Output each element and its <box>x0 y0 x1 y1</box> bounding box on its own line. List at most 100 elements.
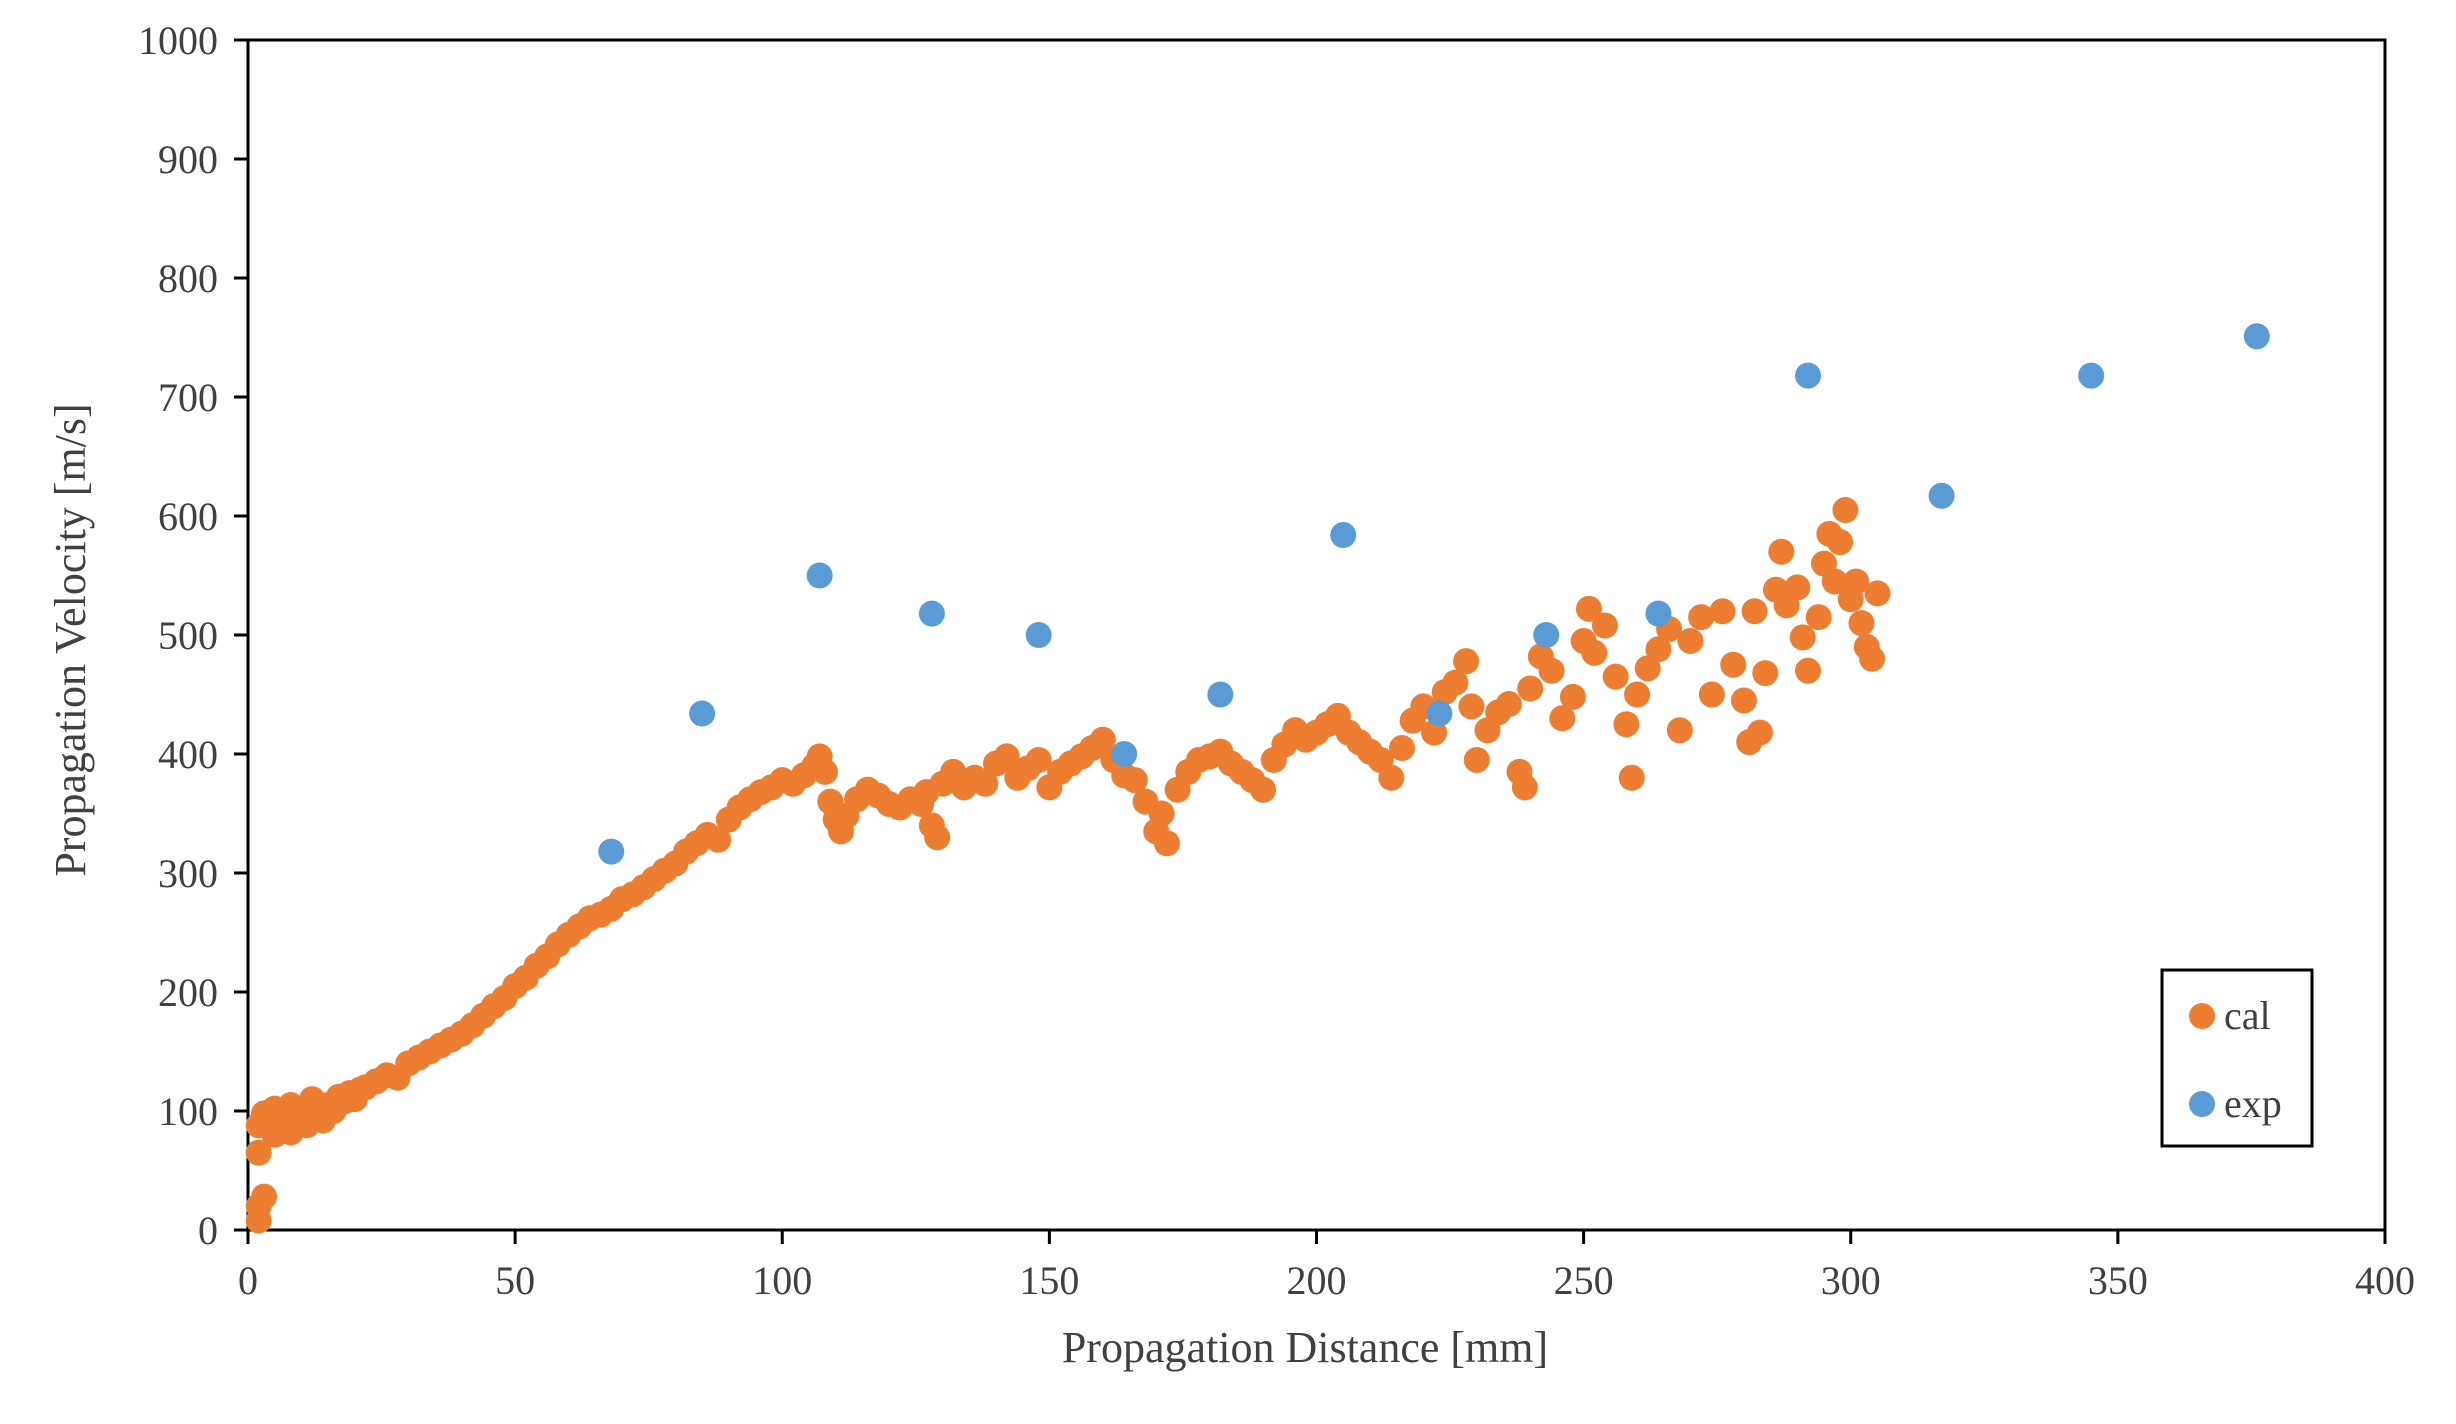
series-cal <box>245 497 1891 1234</box>
point-cal <box>1575 595 1602 622</box>
legend: cal exp <box>2160 968 2314 1148</box>
x-tick-label: 100 <box>752 1258 812 1303</box>
point-cal <box>1805 604 1832 631</box>
point-cal <box>1618 764 1645 791</box>
y-tick-label: 1000 <box>138 18 218 63</box>
point-cal <box>1581 639 1608 666</box>
point-exp <box>1645 600 1672 627</box>
point-cal <box>1121 767 1148 794</box>
point-cal <box>1453 648 1480 675</box>
y-axis-label: Propagation Velocity [m/s] <box>46 403 95 876</box>
y-tick-label: 800 <box>158 256 218 301</box>
y-tick-label: 100 <box>158 1089 218 1134</box>
point-cal <box>1645 636 1672 663</box>
point-cal <box>1591 612 1618 639</box>
x-axis-label: Propagation Distance [mm] <box>1062 1323 1548 1372</box>
x-axis: 0 50 100 150 200 250 300 350 400 <box>238 1230 2415 1303</box>
point-cal <box>1677 627 1704 654</box>
point-cal <box>1613 711 1640 738</box>
point-cal <box>1795 657 1822 684</box>
point-cal <box>705 826 732 853</box>
point-cal <box>1624 681 1651 708</box>
point-exp <box>1426 700 1453 727</box>
plot-border <box>246 38 2387 1232</box>
point-cal <box>1768 538 1795 565</box>
point-cal <box>245 1139 272 1166</box>
point-cal <box>1025 746 1052 773</box>
x-tick-label: 200 <box>1287 1258 1347 1303</box>
legend-label-exp: exp <box>2224 1081 2282 1126</box>
point-cal <box>1511 774 1538 801</box>
point-cal <box>1602 663 1629 690</box>
point-cal <box>1784 574 1811 601</box>
y-tick-label: 200 <box>158 970 218 1015</box>
x-tick-label: 150 <box>1019 1258 1079 1303</box>
point-exp <box>1330 522 1357 549</box>
point-cal <box>1388 735 1415 762</box>
point-cal <box>1458 693 1485 720</box>
point-cal <box>1517 675 1544 702</box>
point-exp <box>806 562 833 589</box>
point-cal <box>972 770 999 797</box>
y-tick-label: 900 <box>158 137 218 182</box>
data-series <box>245 323 2270 1234</box>
point-cal <box>1442 669 1469 696</box>
point-cal <box>1089 726 1116 753</box>
point-cal <box>1752 660 1779 687</box>
point-exp <box>2243 323 2270 350</box>
point-exp <box>2078 362 2105 389</box>
point-cal <box>1709 598 1736 625</box>
point-cal <box>1538 657 1565 684</box>
point-cal <box>1495 691 1522 718</box>
point-cal <box>1789 624 1816 651</box>
x-tick-label: 50 <box>495 1258 535 1303</box>
point-cal <box>1698 681 1725 708</box>
legend-label-cal: cal <box>2224 993 2271 1038</box>
point-cal <box>1378 764 1405 791</box>
point-cal <box>993 743 1020 770</box>
point-cal <box>924 824 951 851</box>
point-exp <box>1795 362 1822 389</box>
point-cal <box>1848 610 1875 637</box>
x-tick-label: 250 <box>1554 1258 1614 1303</box>
point-cal <box>1746 719 1773 746</box>
plot-area <box>246 38 2387 1232</box>
y-tick-label: 500 <box>158 613 218 658</box>
legend-box <box>2160 968 2314 1148</box>
point-cal <box>1864 580 1891 607</box>
point-cal <box>1148 800 1175 827</box>
point-exp <box>1207 681 1234 708</box>
point-cal <box>1741 598 1768 625</box>
x-tick-label: 0 <box>238 1258 258 1303</box>
legend-marker-exp <box>2189 1091 2215 1117</box>
point-cal <box>1688 604 1715 631</box>
point-cal <box>251 1183 278 1210</box>
y-tick-label: 600 <box>158 494 218 539</box>
point-cal <box>1634 655 1661 682</box>
x-tick-label: 350 <box>2088 1258 2148 1303</box>
point-cal <box>1821 568 1848 595</box>
point-exp <box>598 838 625 865</box>
series-exp <box>598 323 2270 865</box>
x-tick-label: 400 <box>2355 1258 2415 1303</box>
point-cal <box>1730 687 1757 714</box>
y-tick-label: 300 <box>158 851 218 896</box>
y-axis: 0 100 200 300 400 500 600 700 800 900 1000 <box>138 18 248 1253</box>
point-exp <box>689 700 716 727</box>
y-tick-label: 700 <box>158 375 218 420</box>
point-cal <box>1720 651 1747 678</box>
point-cal <box>1859 645 1886 672</box>
point-cal <box>1153 830 1180 857</box>
y-tick-label: 400 <box>158 732 218 777</box>
point-cal <box>1463 746 1490 773</box>
legend-marker-cal <box>2189 1003 2215 1029</box>
point-exp <box>1533 622 1560 648</box>
point-cal <box>1827 529 1854 556</box>
point-cal <box>1843 568 1870 595</box>
point-cal <box>811 758 838 785</box>
point-exp <box>1025 622 1052 648</box>
point-exp <box>918 600 945 627</box>
point-exp <box>1928 482 1955 509</box>
point-cal <box>1666 717 1693 744</box>
